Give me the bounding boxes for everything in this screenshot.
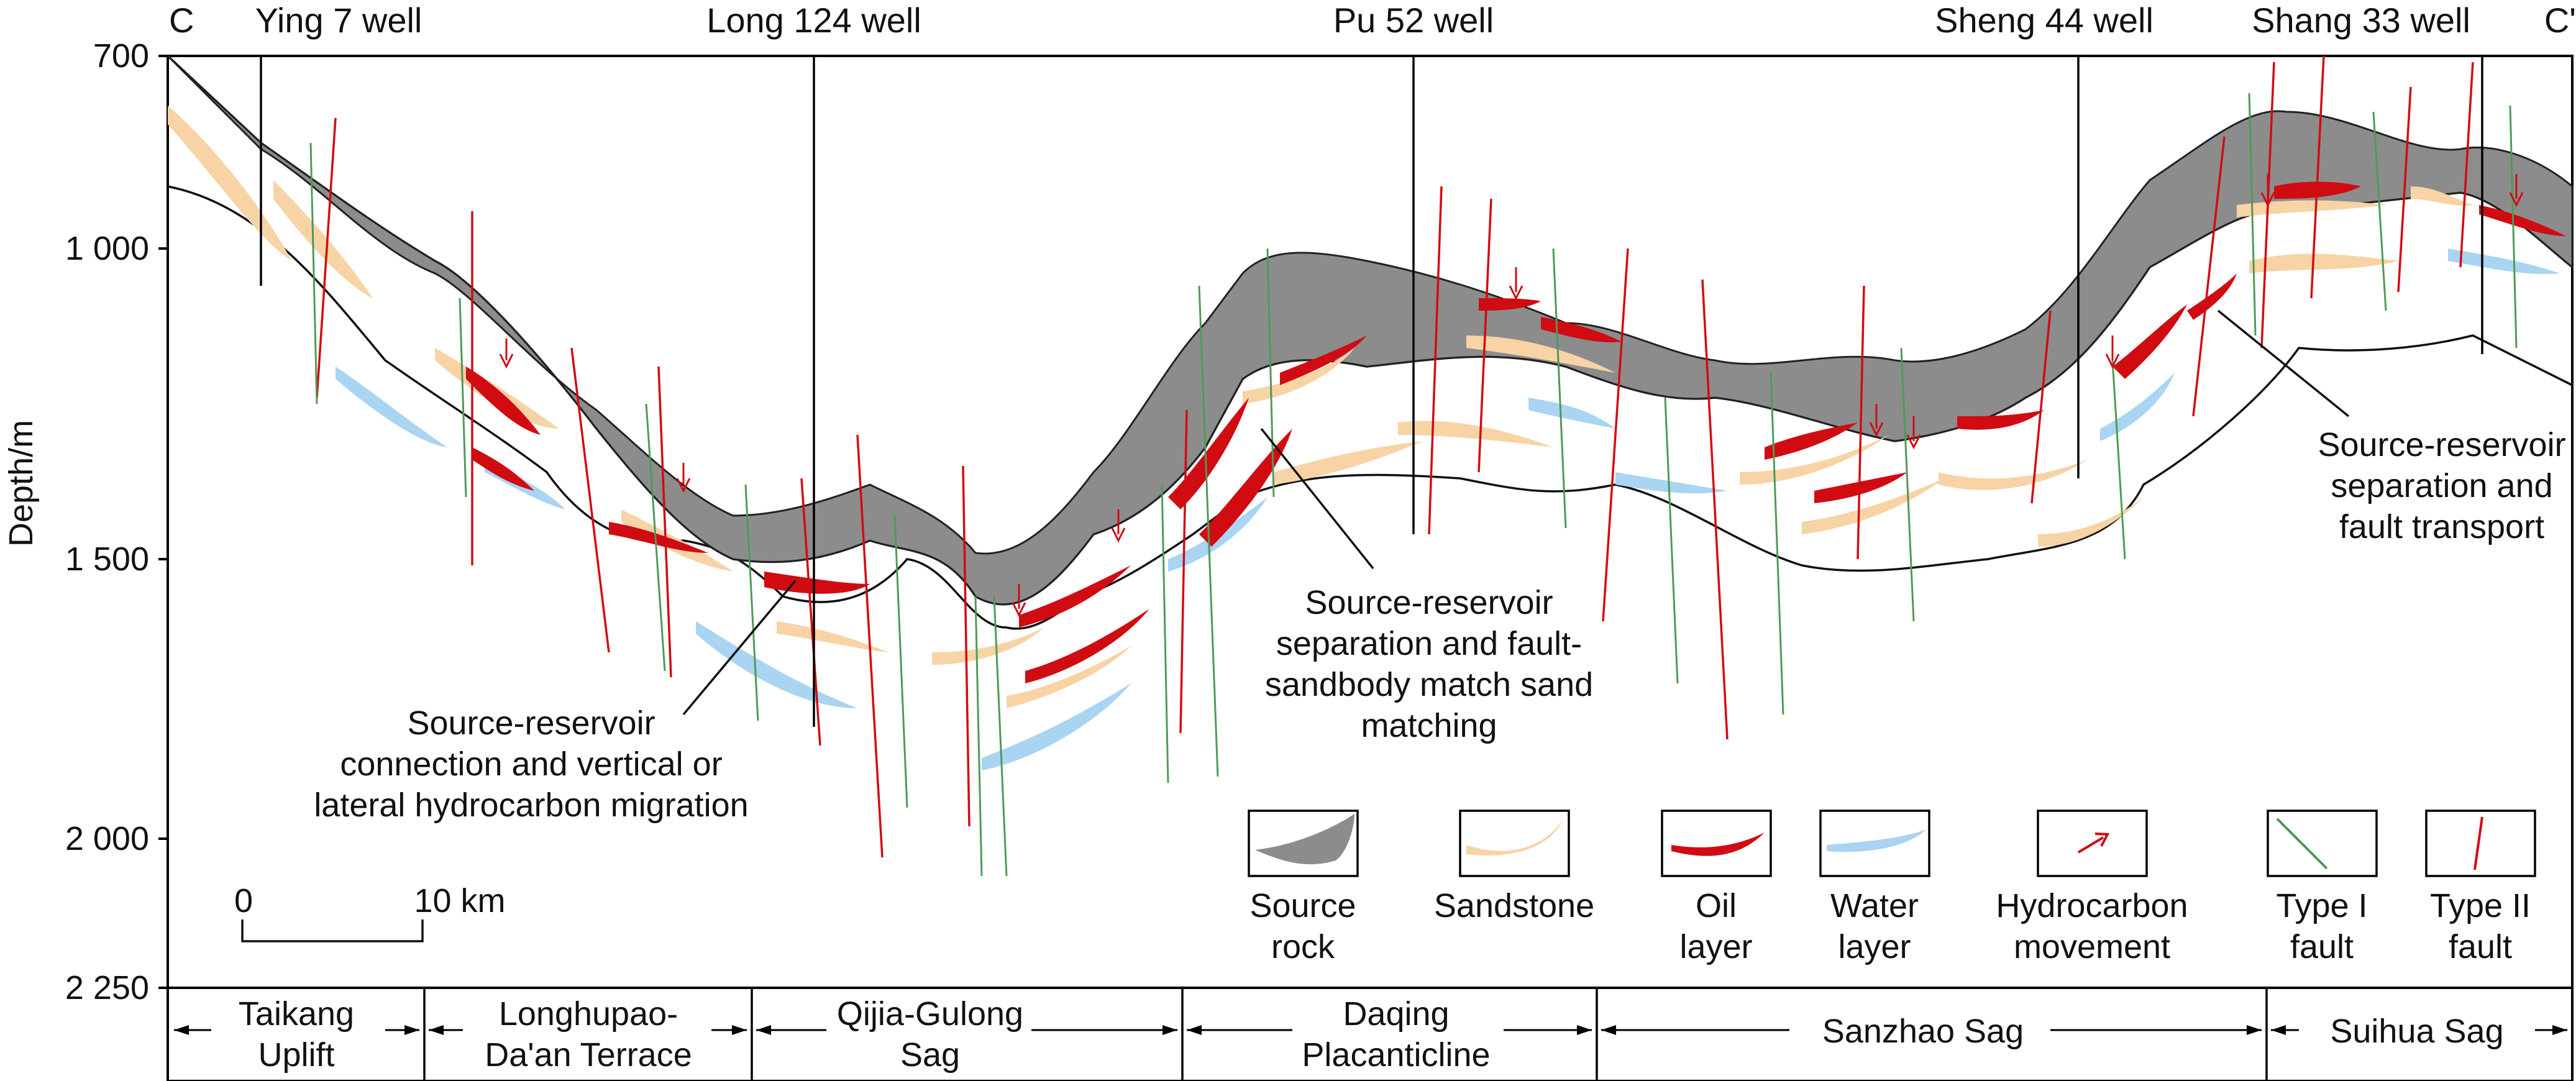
svg-text:Source-reservoir: Source-reservoir [1305, 584, 1553, 621]
scale-bar: 0 10 km [234, 882, 506, 942]
legend-item-type-i-fault: Type I fault [2267, 810, 2378, 965]
svg-text:Oil: Oil [1696, 887, 1737, 924]
svg-text:sandbody match sand: sandbody match sand [1265, 666, 1593, 703]
svg-text:separation and fault-: separation and fault- [1276, 625, 1582, 662]
svg-text:fault: fault [2290, 928, 2354, 965]
unit-suihua-sag: Suihua Sag [2330, 1013, 2503, 1050]
legend-item-source-rock: Source rock [1248, 810, 1359, 965]
depth-tick-2000: 2 000 [65, 820, 149, 857]
type-ii-faults [316, 55, 2474, 858]
well-label-long-124: Long 124 well [706, 1, 921, 40]
svg-text:Source-reservoir: Source-reservoir [2318, 426, 2565, 463]
svg-text:rock: rock [1271, 928, 1335, 965]
depth-axis: 700 1 000 1 500 2 000 2 250 Depth/m [2, 37, 168, 1006]
structural-units: Taikang Uplift Longhupao- Da'an Terrace … [174, 988, 2567, 1081]
unit-strip-frame [167, 987, 2574, 1081]
hydrocarbon-arrows [499, 174, 2524, 618]
legend-item-hydrocarbon-movement: Hydrocarbon movement [1996, 810, 2188, 965]
svg-text:movement: movement [2014, 928, 2170, 965]
svg-text:Source: Source [1249, 887, 1356, 924]
source-rock-band [167, 55, 2574, 606]
legend-item-oil-layer: Oil layer [1661, 810, 1772, 965]
legend-item-sandstone: Sandstone [1434, 810, 1594, 924]
depth-axis-title: Depth/m [2, 420, 40, 547]
svg-text:fault: fault [2449, 928, 2512, 965]
svg-text:separation and: separation and [2331, 467, 2552, 504]
type-i-faults [309, 93, 2518, 877]
svg-text:0: 0 [234, 882, 253, 919]
unit-qijia-gulong-line1: Qijia-Gulong [837, 995, 1023, 1033]
svg-text:Sandstone: Sandstone [1434, 887, 1594, 924]
annotation-fault-sandbody: Source-reservoir separation and fault- s… [1260, 427, 1593, 744]
legend-item-water-layer: Water layer [1819, 810, 1930, 965]
well-label-pu-52: Pu 52 well [1333, 1, 1494, 40]
legend: Source rock Sandstone Oil layer Water la… [1248, 810, 2536, 965]
svg-text:lateral hydrocarbon migration: lateral hydrocarbon migration [314, 787, 748, 824]
unit-taikang-uplift-line2: Uplift [258, 1036, 334, 1074]
depth-tick-1000: 1 000 [65, 230, 149, 267]
svg-text:Type I: Type I [2276, 887, 2367, 924]
well-label-ying-7: Ying 7 well [255, 1, 422, 40]
svg-text:fault transport: fault transport [2339, 508, 2544, 545]
sandstone-lenses [168, 106, 2473, 708]
svg-text:matching: matching [1361, 707, 1497, 744]
depth-tick-2250: 2 250 [65, 969, 149, 1006]
legend-item-type-ii-fault: Type II fault [2425, 810, 2536, 965]
unit-qijia-gulong-line2: Sag [900, 1036, 960, 1074]
unit-taikang-uplift-line1: Taikang [239, 995, 354, 1033]
svg-text:layer: layer [1838, 928, 1911, 965]
lower-boundary-upper [167, 185, 2573, 630]
unit-daqing-line1: Daqing [1343, 995, 1449, 1033]
well-label-shang-33: Shang 33 well [2252, 1, 2470, 40]
annotation-connection: Source-reservoir connection and vertical… [314, 580, 797, 824]
svg-text:10 km: 10 km [414, 882, 505, 919]
section-end-letter: C' [2544, 1, 2576, 40]
svg-text:Type II: Type II [2430, 887, 2531, 924]
unit-sanzhao-sag: Sanzhao Sag [1822, 1013, 2024, 1050]
svg-text:Water: Water [1830, 887, 1919, 924]
svg-text:Source-reservoir: Source-reservoir [407, 705, 655, 742]
geologic-section [167, 55, 2574, 877]
well-label-sheng-44: Sheng 44 well [1935, 1, 2154, 40]
annotation-fault-transport: Source-reservoir separation and fault tr… [2217, 309, 2566, 545]
svg-text:Hydrocarbon: Hydrocarbon [1996, 887, 2188, 924]
svg-text:connection and vertical or: connection and vertical or [340, 746, 722, 783]
depth-tick-700: 700 [93, 37, 149, 75]
unit-longhupao-line2: Da'an Terrace [485, 1036, 692, 1074]
svg-text:layer: layer [1679, 928, 1752, 965]
section-start-letter: C [169, 1, 194, 40]
depth-tick-1500: 1 500 [65, 540, 149, 578]
unit-daqing-line2: Placanticline [1302, 1036, 1490, 1074]
unit-longhupao-line1: Longhupao- [499, 995, 678, 1033]
oil-layers [466, 181, 2566, 683]
